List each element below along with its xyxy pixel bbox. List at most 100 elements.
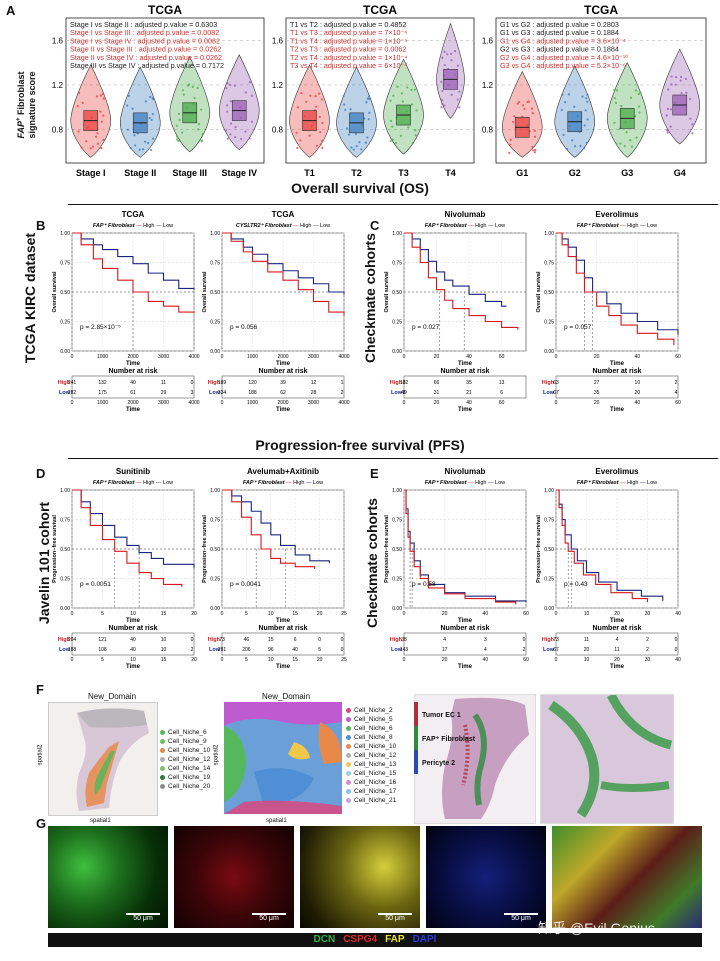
violin-point <box>684 77 688 81</box>
risk-xtick: 4000 <box>338 400 349 406</box>
violin-point <box>516 102 519 105</box>
pvalue-annotation: Stage III vs Stage IV : adjusted p.value… <box>70 61 224 70</box>
violin-point <box>392 94 395 97</box>
risk-value-high: 46 <box>244 637 250 643</box>
violin-point <box>305 100 308 103</box>
km-xlabel: Time <box>126 361 141 367</box>
legend-swatch <box>160 756 165 762</box>
violin-point <box>410 88 413 92</box>
panel-label-a: A <box>6 3 16 18</box>
risk-value-high: 13 <box>499 380 505 386</box>
violin-point <box>619 142 622 145</box>
km-ytick: 1.00 <box>544 231 554 237</box>
km-ytick: 0.50 <box>210 290 220 296</box>
km-xtick: 0 <box>403 611 406 617</box>
violin-point <box>583 147 586 150</box>
violin-point <box>675 75 678 79</box>
violin-point <box>562 133 565 137</box>
legend-swatch <box>346 716 351 722</box>
legend-label: Cell_Niche_10 <box>354 743 397 750</box>
risk-value-low: 6 <box>500 390 503 396</box>
risk-value-low: 143 <box>400 647 409 653</box>
violin-point <box>197 128 200 131</box>
km-xlabel: Time <box>458 618 473 624</box>
risk-value-high: 121 <box>98 637 107 643</box>
risk-xtick: 40 <box>675 657 681 663</box>
violin-point <box>244 91 247 94</box>
violin-point <box>343 103 346 106</box>
legend-item: Cell_Niche_2 <box>346 706 396 715</box>
violin-point <box>415 109 418 112</box>
risk-frame <box>403 375 527 399</box>
legend-swatch <box>346 761 351 767</box>
violin-point <box>508 151 511 154</box>
pvalue-annotation: Stage II vs Stage IV : adjusted p.value … <box>70 53 222 62</box>
risk-value-high: 204 <box>68 637 77 643</box>
violin-point <box>638 111 641 114</box>
legend-label: Cell_Niche_14 <box>168 765 211 772</box>
violin-point <box>450 58 453 62</box>
g-merge-image <box>552 826 702 928</box>
pvalue-annotation: G1 vs G3 : adjusted p.value = 0.1884 <box>500 28 619 37</box>
risk-value-low: 29 <box>161 390 167 396</box>
risk-value-low: 67 <box>553 647 559 653</box>
risk-value-low: 20 <box>635 390 641 396</box>
ytick-label: 0.8 <box>52 126 64 135</box>
section-pfs-title: Progression-free survival (PFS) <box>255 437 465 453</box>
violin-point <box>394 141 398 145</box>
km-plot-d1: Sunitinib FAP⁺ Fibroblast — High — Low 0.0… <box>52 467 197 670</box>
km-ytick: 0.00 <box>544 606 554 612</box>
violin-point <box>399 134 403 137</box>
km-xtick: 0 <box>555 611 558 617</box>
km-xtick: 4000 <box>188 354 199 360</box>
violin-point <box>225 86 228 90</box>
category-label: Stage IV <box>221 168 257 178</box>
risk-xlabel: Time <box>276 407 291 413</box>
violin-shape <box>119 66 161 158</box>
km-ylabel: Overall survival <box>384 271 390 312</box>
km-plot-b2: TCGA CYSLTR2⁺ Fibroblast — High — Low 0.00… <box>202 210 350 413</box>
legend-label: Cell_Niche_10 <box>168 747 211 754</box>
risk-frame <box>555 375 679 399</box>
risk-value-high: 132 <box>400 380 409 386</box>
violin-point <box>400 92 403 95</box>
violin-title: TCGA <box>363 3 397 17</box>
pvalue-annotation: T2 vs T4 : adjusted p.value = 1×10⁻⁴ <box>290 53 407 62</box>
risk-xtick: 15 <box>161 657 167 663</box>
pvalue-annotation: Stage I vs Stage II : adjusted p.value =… <box>70 20 217 29</box>
pvalue-annotation: T1 vs T2 : adjusted p.value = 0.4852 <box>290 20 406 29</box>
km-legend: FAP⁺ Fibroblast — High — Low <box>93 480 173 486</box>
km-plot-b1: TCGA FAP⁺ Fibroblast — High — Low 0.00 0.25… <box>52 210 200 413</box>
km-xtick: 60 <box>499 354 505 360</box>
violin-point <box>533 135 537 138</box>
violin-point <box>666 129 669 132</box>
violin-point <box>233 84 236 87</box>
km-plot-e2: Everolimus FAP⁺ Fibroblast — High — Low 0.… <box>536 467 681 670</box>
violin-point <box>308 134 311 137</box>
risk-xtick: 10 <box>584 657 590 663</box>
legend-item: Cell_Niche_14 <box>160 764 210 773</box>
violin-point <box>191 85 194 89</box>
legend-label: Cell_Niche_6 <box>354 725 393 732</box>
violin-point <box>639 91 642 94</box>
risk-value-high: 66 <box>434 380 440 386</box>
risk-xtick: 0 <box>71 400 74 406</box>
risk-xlabel: Time <box>126 664 141 670</box>
violin-point <box>127 94 131 97</box>
risk-value-high: 189 <box>218 380 227 386</box>
violin-point <box>407 126 410 129</box>
legend-swatch <box>160 747 165 753</box>
violin-point <box>581 95 584 98</box>
risk-value-low: 281 <box>218 647 227 653</box>
pvalue-annotation: G3 vs G4 : adjusted p.value = 5.2×10⁻⁶ <box>500 61 626 70</box>
legend-item: Cell_Niche_16 <box>346 778 396 787</box>
risk-xtick: 25 <box>341 657 347 663</box>
pvalue-annotation: T2 vs T3 : adjusted p.value = 0.0062 <box>290 45 406 54</box>
km-ytick: 0.75 <box>544 261 554 267</box>
km-xtick: 10 <box>584 611 590 617</box>
violin-point <box>250 120 254 123</box>
violin-point <box>517 100 521 104</box>
km-ytick: 0.50 <box>60 290 70 296</box>
risk-value-low: 2 <box>646 647 649 653</box>
violin-point <box>616 89 619 92</box>
